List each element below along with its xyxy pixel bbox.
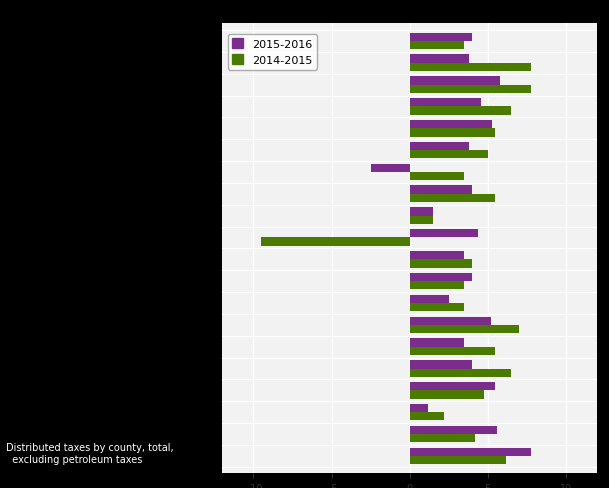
Bar	[409, 107, 511, 116]
Bar	[409, 339, 464, 347]
Bar	[409, 282, 464, 290]
Text: Distributed taxes by county, total,
  excluding petroleum taxes: Distributed taxes by county, total, excl…	[6, 442, 174, 464]
Bar	[409, 34, 472, 42]
Bar	[409, 208, 433, 216]
Bar	[409, 361, 472, 369]
Legend: 2015-2016, 2014-2015: 2015-2016, 2014-2015	[228, 35, 317, 70]
Bar	[409, 304, 464, 312]
Bar	[409, 194, 495, 203]
Bar	[409, 99, 481, 107]
Bar	[409, 85, 531, 94]
Bar	[409, 63, 531, 72]
Bar	[409, 404, 428, 412]
Bar	[409, 382, 495, 390]
Bar	[409, 317, 491, 325]
Bar	[409, 55, 469, 63]
Bar	[409, 273, 472, 282]
Bar	[409, 260, 472, 268]
Bar	[409, 151, 488, 159]
Bar	[409, 295, 449, 304]
Bar	[409, 325, 519, 333]
Bar	[409, 369, 511, 377]
Bar	[409, 230, 478, 238]
Bar	[409, 251, 464, 260]
Bar	[409, 447, 531, 456]
Bar	[409, 434, 475, 443]
Bar	[409, 412, 444, 421]
Bar	[409, 77, 500, 85]
Bar	[409, 186, 472, 194]
Bar	[409, 121, 492, 129]
Bar	[261, 238, 409, 246]
Bar	[370, 164, 409, 173]
Bar	[409, 456, 506, 464]
Bar	[409, 142, 469, 151]
Bar	[409, 347, 495, 355]
Bar	[409, 42, 464, 50]
Bar	[409, 216, 433, 224]
Bar	[409, 390, 485, 399]
Bar	[409, 426, 497, 434]
Bar	[409, 173, 464, 181]
Bar	[409, 129, 495, 137]
